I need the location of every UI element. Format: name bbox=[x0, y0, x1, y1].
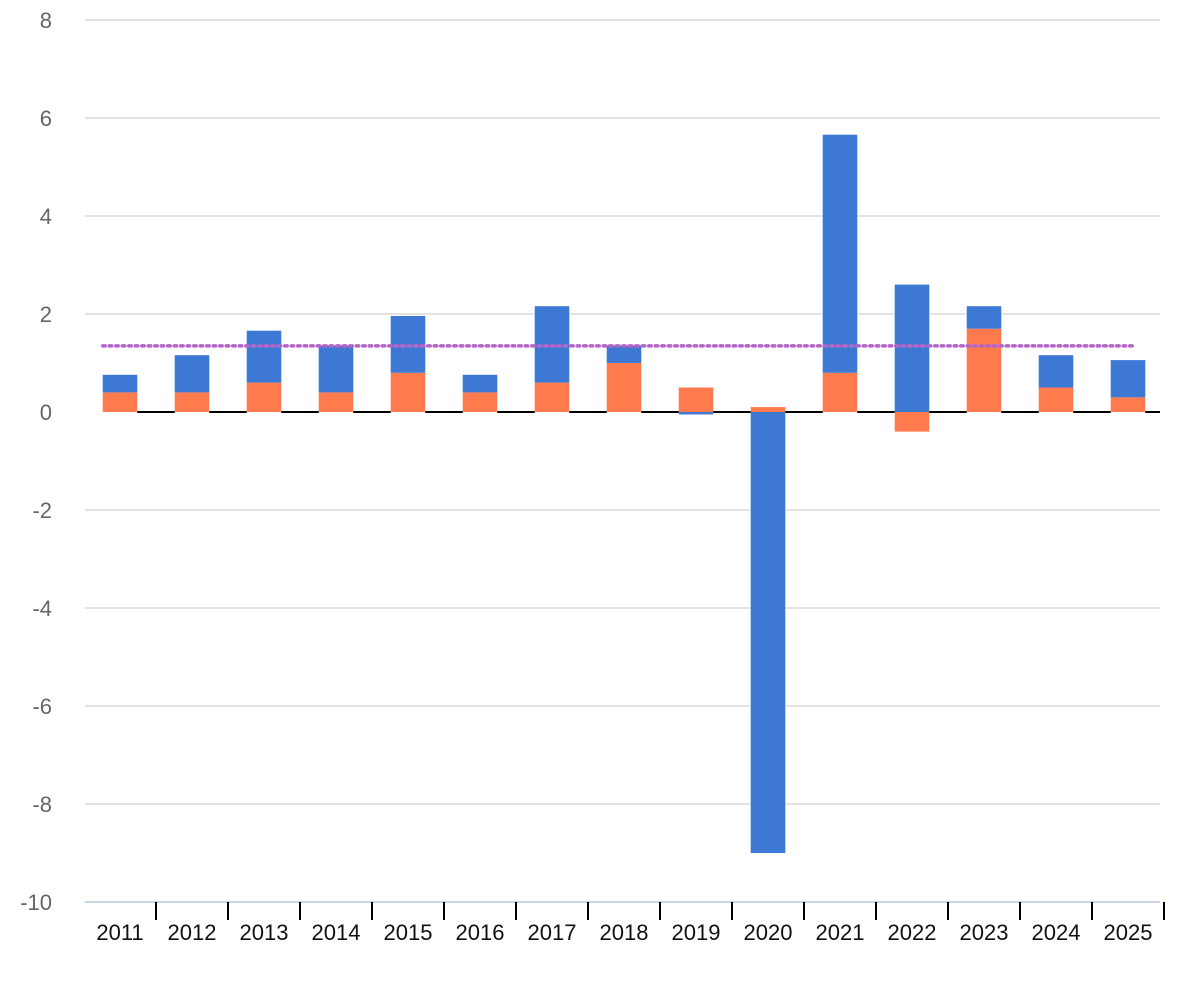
bar-segment-2012-series-1 bbox=[174, 392, 210, 412]
bar-segment-2022-series-2 bbox=[894, 284, 930, 412]
bar-segment-2014-series-1 bbox=[318, 392, 354, 412]
axis-layer: 8 6 4 2 0 -2 -4 -6 -8 -10 2011 2012 2013 2014 2015 2016… bbox=[20, 8, 1165, 945]
bar-segment-2011-series-2 bbox=[102, 374, 138, 393]
x-tick-label: 2016 bbox=[456, 920, 505, 945]
bar-segment-2014-series-2 bbox=[318, 345, 354, 393]
x-tick-label: 2012 bbox=[168, 920, 217, 945]
bar-segment-2022-series-1 bbox=[894, 412, 930, 432]
x-tick-label: 2025 bbox=[1104, 920, 1153, 945]
bar-segment-2018-series-2 bbox=[606, 345, 642, 363]
x-tick-label: 2014 bbox=[312, 920, 361, 945]
grid-layer bbox=[85, 19, 1160, 903]
bar-segment-2016-series-1 bbox=[462, 392, 498, 412]
bar-segment-2013-series-2 bbox=[246, 330, 282, 383]
y-tick-label: 6 bbox=[40, 106, 52, 131]
x-tick-label: 2018 bbox=[600, 920, 649, 945]
x-tick-label: 2020 bbox=[744, 920, 793, 945]
bar-segment-2021-series-2 bbox=[822, 134, 858, 373]
bar-segment-2023-series-1 bbox=[966, 328, 1002, 412]
bar-segment-2024-series-2 bbox=[1038, 355, 1074, 388]
bar-layer bbox=[102, 134, 1146, 853]
y-tick-label: 2 bbox=[40, 302, 52, 327]
y-tick-label: 0 bbox=[40, 400, 52, 425]
bar-segment-2013-series-1 bbox=[246, 382, 282, 412]
y-tick-label: 4 bbox=[40, 204, 52, 229]
bar-segment-2015-series-1 bbox=[390, 372, 426, 412]
y-tick-label: -2 bbox=[32, 498, 52, 523]
x-tick-label: 2015 bbox=[384, 920, 433, 945]
x-tick-label: 2019 bbox=[672, 920, 721, 945]
bar-segment-2019-series-1 bbox=[678, 387, 714, 412]
bar-segment-2011-series-1 bbox=[102, 392, 138, 412]
bar-segment-2020-series-2 bbox=[750, 412, 786, 853]
x-tick-label: 2023 bbox=[960, 920, 1009, 945]
bar-segment-2016-series-2 bbox=[462, 374, 498, 393]
x-tick-label: 2017 bbox=[528, 920, 577, 945]
bar-segment-2025-series-2 bbox=[1110, 360, 1146, 398]
bar-segment-2021-series-1 bbox=[822, 372, 858, 412]
bar-segment-2020-series-1 bbox=[750, 407, 786, 412]
bar-segment-2018-series-1 bbox=[606, 363, 642, 412]
bar-segment-2012-series-2 bbox=[174, 355, 210, 393]
x-tick-label: 2022 bbox=[888, 920, 937, 945]
bar-segment-2025-series-1 bbox=[1110, 397, 1146, 412]
bar-segment-2023-series-2 bbox=[966, 306, 1002, 329]
x-tick-label: 2024 bbox=[1032, 920, 1081, 945]
y-tick-label: -4 bbox=[32, 596, 52, 621]
y-tick-label: -10 bbox=[20, 890, 52, 915]
bar-segment-2017-series-1 bbox=[534, 382, 570, 412]
x-tick-label: 2013 bbox=[240, 920, 289, 945]
bar-segment-2019-series-2 bbox=[678, 412, 714, 415]
x-tick-label: 2011 bbox=[96, 920, 143, 945]
y-tick-label: -6 bbox=[32, 694, 52, 719]
bar-segment-2024-series-1 bbox=[1038, 387, 1074, 412]
y-tick-label: 8 bbox=[40, 8, 52, 33]
x-tick-label: 2021 bbox=[816, 920, 865, 945]
y-tick-label: -8 bbox=[32, 792, 52, 817]
